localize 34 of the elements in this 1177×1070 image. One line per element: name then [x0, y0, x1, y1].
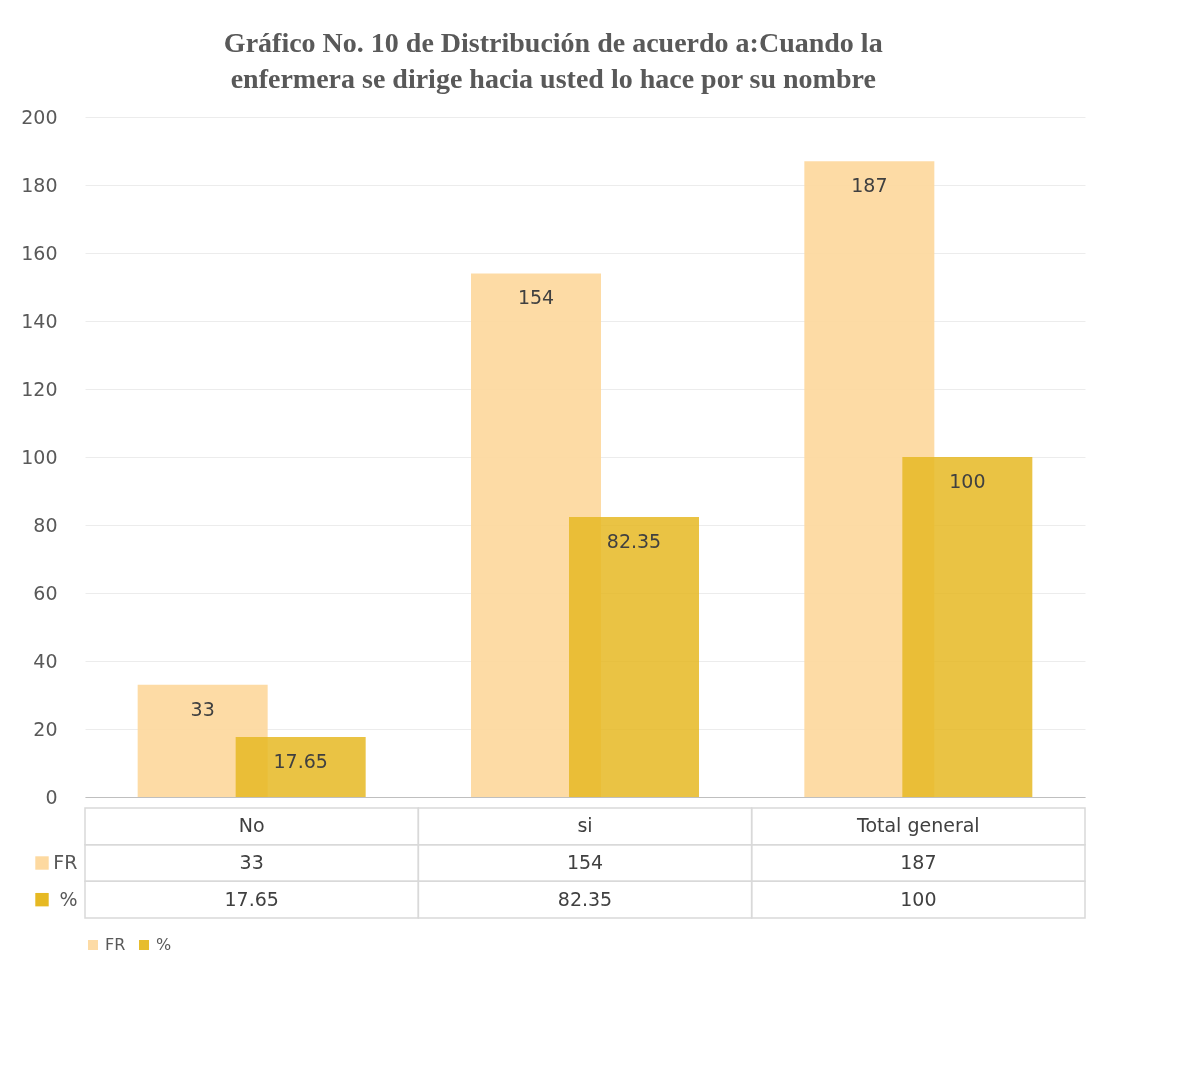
y-tick-label: 100: [21, 445, 58, 468]
data-label: 154: [566, 851, 604, 873]
y-tick-label: 20: [33, 717, 58, 740]
y-tick-label: 0: [45, 785, 58, 808]
y-tick-label: 40: [33, 649, 58, 672]
y-tick-label: 200: [21, 105, 58, 128]
chart-title: Gráfico No. 10 de Distribución de acuerdo a:Cuando la enfermera se dirige hacia usted lo hace por su nombre: [223, 27, 883, 94]
text: %: [59, 887, 78, 910]
annotation: 33: [190, 697, 215, 720]
annotation: 154: [517, 286, 555, 309]
y-tick-label: 140: [21, 309, 58, 332]
y-tick-label: 80: [33, 513, 58, 536]
y-tick-label: 120: [21, 377, 58, 400]
data-label: 100: [900, 887, 937, 910]
y-tick-label: 60: [33, 581, 58, 604]
data-label: 82.35: [557, 887, 613, 910]
x-tick-label: si: [577, 814, 593, 837]
data-label: 33: [239, 851, 264, 873]
text: FR: [105, 935, 126, 954]
legend-label: FR: [53, 851, 78, 873]
bar: [569, 517, 699, 797]
legend-label: %: [156, 935, 172, 954]
y-tick-label: 160: [21, 241, 58, 264]
bar: [235, 736, 366, 797]
x-tick-label: No: [238, 814, 265, 837]
y-tick-label: 180: [21, 173, 58, 196]
data-label: 17.65: [224, 887, 279, 910]
bar: [902, 457, 1033, 797]
x-tick-label: Total general: [856, 814, 980, 837]
data-label: 187: [900, 851, 937, 873]
annotation: 17.65: [273, 749, 328, 772]
annotation: 100: [949, 470, 986, 492]
annotation: 187: [851, 174, 888, 197]
annotation: 82.35: [606, 530, 662, 553]
